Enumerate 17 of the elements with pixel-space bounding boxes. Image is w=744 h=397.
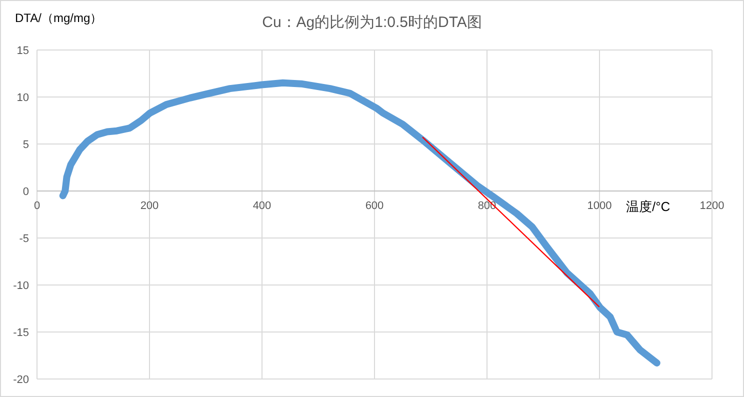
x-tick-label: 200 xyxy=(140,200,159,212)
x-axis-title: 温度/°C xyxy=(626,199,670,214)
y-tick-label: 10 xyxy=(16,92,29,104)
y-tick-label: 5 xyxy=(22,139,29,151)
x-tick-label: 0 xyxy=(34,200,40,212)
y-tick-label: 15 xyxy=(16,45,29,57)
y-tick-label: 0 xyxy=(22,186,29,198)
y-tick-label: -10 xyxy=(13,280,29,292)
x-tick-label: 600 xyxy=(365,200,384,212)
y-tick-label: -15 xyxy=(13,327,29,339)
y-axis-title: DTA/（mg/mg） xyxy=(15,11,102,25)
x-tick-label: 1200 xyxy=(700,200,724,212)
x-tick-label: 1000 xyxy=(587,200,612,212)
x-tick-label: 400 xyxy=(252,200,272,212)
chart-title: Cu：Ag的比例为1:0.5时的DTA图 xyxy=(262,14,482,31)
y-tick-label: -5 xyxy=(19,233,29,245)
y-tick-label: -20 xyxy=(13,374,29,386)
